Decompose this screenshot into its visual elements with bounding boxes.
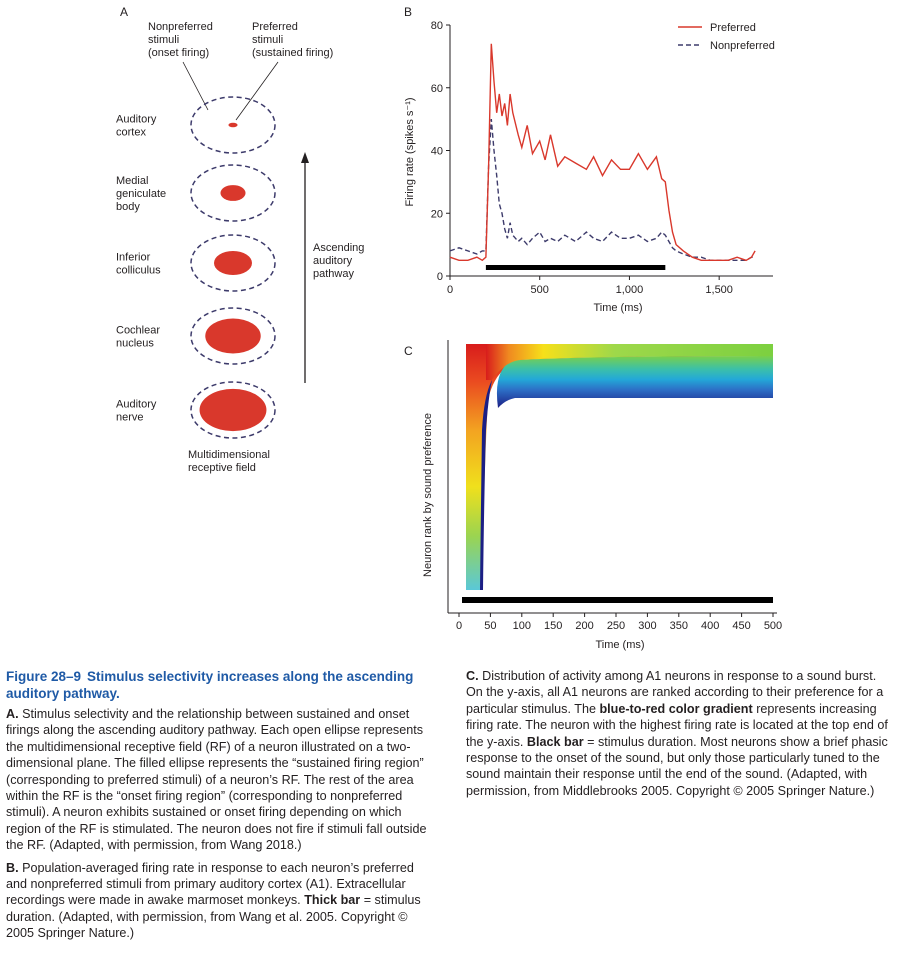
x-tick-label: 150	[544, 620, 562, 632]
preferred-label: Preferred stimuli (sustained firing)	[252, 21, 333, 59]
series-preferred-line	[449, 43, 756, 262]
chart-b-legend: Preferred Nonpreferred	[678, 22, 775, 52]
panel-c: C 0 50 100 150 200 250 300 350 400 450 500 Neuron …	[404, 340, 782, 651]
caption-column-right: C. Distribution of activity among A1 neu…	[466, 668, 891, 805]
chart-c-xlabel: Time (ms)	[595, 639, 644, 651]
sustained-region-ellipse	[199, 388, 267, 432]
x-tick-label: 0	[447, 284, 453, 296]
para-c-text-3: = stimulus duration. Most neurons show a…	[466, 734, 888, 798]
y-tick-label: 80	[431, 20, 443, 32]
heatmap-time-axis: 0 50 100 150 200 250 300 350 400 450 500	[447, 340, 782, 632]
legend-nonpreferred-label: Nonpreferred	[710, 40, 775, 52]
preferred-leader-line	[235, 61, 279, 121]
receptive-field-ellipse	[190, 96, 276, 154]
level-label: Inferior colliculus	[116, 252, 161, 277]
para-b-label: B.	[6, 860, 19, 875]
x-tick-label: 500	[531, 284, 549, 296]
x-tick-label: 400	[701, 620, 719, 632]
x-tick-label: 500	[764, 620, 782, 632]
stimulus-duration-bar	[485, 265, 666, 270]
para-b-text-2: = stimulus duration. (Adapted, with perm…	[6, 893, 421, 941]
x-tick-label: 350	[670, 620, 688, 632]
pathway-level: Medial geniculate body	[116, 164, 276, 222]
x-tick-label: 50	[484, 620, 496, 632]
sustained-region-ellipse	[220, 185, 246, 201]
caption-para-c: C. Distribution of activity among A1 neu…	[466, 668, 891, 799]
para-a-text: Stimulus selectivity and the relationshi…	[6, 707, 427, 853]
figure-28-9: A Nonpreferred stimuli (onset firing) Pr…	[116, 5, 782, 651]
para-a-label: A.	[6, 707, 19, 721]
sustained-region-ellipse	[228, 122, 238, 128]
x-tick-label: 1,000	[616, 284, 644, 296]
panel-b: B 0 20 40 60 80 0 500 1,000 1,500 Firing rate (s…	[404, 5, 775, 314]
receptive-field-ellipse	[190, 381, 276, 439]
activity-heatmap	[466, 344, 773, 590]
figure-number: Figure 28–9	[6, 669, 82, 684]
para-c-label: C.	[466, 669, 479, 683]
para-b-text: Population-averaged firing rate in respo…	[6, 860, 414, 908]
x-tick-label: 0	[456, 620, 462, 632]
panel-a: A Nonpreferred stimuli (onset firing) Pr…	[116, 5, 367, 474]
y-tick-label: 20	[431, 208, 443, 220]
figure-title: Stimulus selectivity increases along the…	[6, 669, 414, 701]
chart-b-xlabel: Time (ms)	[593, 302, 642, 314]
legend-preferred-label: Preferred	[710, 22, 756, 34]
nonpreferred-leader-line	[182, 61, 209, 111]
pathway-level: Auditory nerve	[116, 381, 276, 439]
x-tick-label: 450	[732, 620, 750, 632]
para-b-bold: Thick bar	[304, 893, 361, 908]
x-tick-label: 200	[575, 620, 593, 632]
caption-title: Figure 28–9 Stimulus selectivity increase…	[6, 668, 431, 702]
x-tick-label: 1,500	[705, 284, 733, 296]
level-label: Cochlear nucleus	[116, 325, 160, 350]
level-label: Auditory cortex	[116, 114, 157, 139]
chart-c-ylabel: Neuron rank by sound preference	[422, 413, 434, 577]
sustained-region-ellipse	[205, 318, 261, 354]
para-c-text-2: represents increasing firing rate. The n…	[466, 701, 888, 749]
panel-a-letter: A	[120, 5, 128, 19]
receptive-field-ellipse	[190, 234, 276, 292]
firing-rate-chart: 0 20 40 60 80 0 500 1,000 1,500	[431, 20, 773, 296]
nonpreferred-label: Nonpreferred stimuli (onset firing)	[148, 21, 216, 59]
ascending-pathway-label: Ascending auditory pathway	[313, 242, 367, 280]
para-c-text: Distribution of activity among A1 neuron…	[466, 669, 884, 716]
x-tick-label: 250	[607, 620, 625, 632]
series-nonpreferred-line	[449, 119, 756, 261]
para-c-bold-1: blue-to-red color gradient	[599, 701, 753, 716]
x-tick-label: 100	[513, 620, 531, 632]
heatmap-sustained-band	[496, 356, 773, 408]
y-tick-label: 40	[431, 146, 443, 158]
heatmap-top-band	[486, 344, 773, 380]
pathway-levels: Auditory cortex Medial geniculate body Inferi…	[116, 96, 276, 439]
stimulus-duration-bar	[462, 597, 773, 603]
receptive-field-ellipse	[190, 307, 276, 365]
y-tick-label: 60	[431, 83, 443, 95]
caption-column-left: Figure 28–9 Stimulus selectivity increase…	[6, 668, 431, 948]
receptive-field-ellipse	[190, 164, 276, 222]
panel-c-letter: C	[404, 344, 413, 358]
pathway-level: Inferior colliculus	[116, 234, 276, 292]
sustained-region-ellipse	[214, 251, 252, 275]
caption-para-b: B. Population-averaged firing rate in re…	[6, 860, 431, 942]
pathway-level: Auditory cortex	[116, 96, 276, 154]
caption-para-a: A. Stimulus selectivity and the relation…	[6, 706, 431, 854]
multidimensional-rf-label: Multidimensional receptive field	[188, 449, 273, 474]
level-label: Auditory nerve	[116, 399, 157, 424]
x-tick-label: 300	[638, 620, 656, 632]
pathway-level: Cochlear nucleus	[116, 307, 276, 365]
y-tick-label: 0	[437, 271, 443, 283]
panel-b-letter: B	[404, 5, 412, 19]
level-label: Medial geniculate body	[116, 175, 166, 213]
heatmap-edge	[480, 380, 492, 590]
para-c-bold-2: Black bar	[526, 734, 584, 749]
chart-b-ylabel: Firing rate (spikes s⁻¹)	[404, 97, 416, 206]
figure-caption: Figure 28–9 Stimulus selectivity increase…	[0, 668, 897, 954]
ascending-arrow-icon	[301, 152, 309, 163]
